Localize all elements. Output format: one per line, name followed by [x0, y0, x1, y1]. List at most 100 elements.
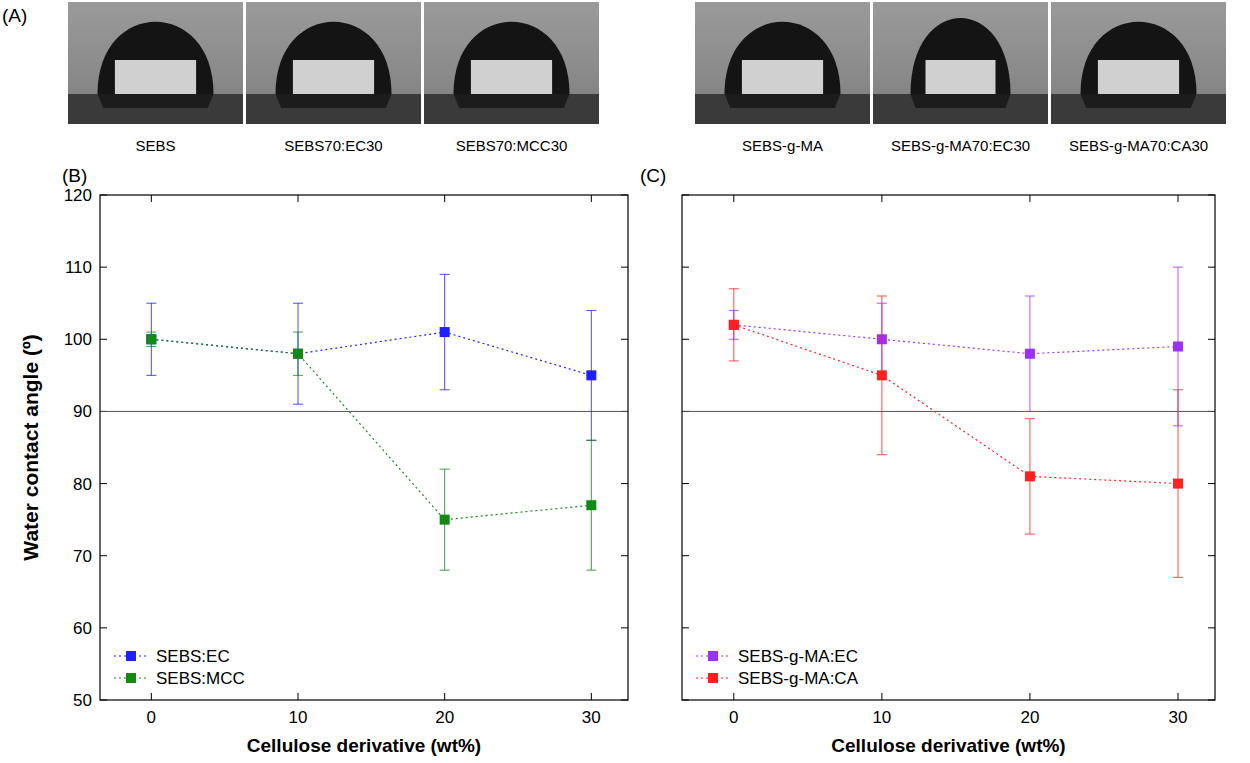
x-tick: [444, 693, 445, 700]
data-point: [729, 320, 739, 330]
photo-background: [695, 2, 870, 124]
photo-caption: SEBS-g-MA: [742, 137, 823, 154]
x-tick: [881, 195, 882, 202]
droplet-reflection: [911, 94, 1011, 108]
y-tick: [682, 627, 689, 628]
substrate: [1051, 94, 1226, 124]
x-tick: [298, 693, 299, 700]
figure: (A)SEBSSEBS70:EC30SEBS70:MCC30SEBS-g-MAS…: [0, 0, 1250, 763]
droplet-highlight: [115, 60, 196, 94]
droplet-photo: [68, 2, 243, 124]
y-tick-label: 50: [73, 691, 92, 710]
y-tick-label: 80: [73, 475, 92, 494]
error-bar: [1173, 390, 1183, 578]
data-point: [1173, 342, 1183, 352]
x-tick: [298, 195, 299, 202]
droplet-photo: [873, 2, 1048, 124]
x-tick-label: 10: [872, 708, 891, 727]
x-tick: [591, 195, 592, 202]
y-tick: [100, 627, 107, 628]
legend-marker: [708, 651, 718, 661]
photo-caption: SEBS-g-MA70:CA30: [1069, 137, 1208, 154]
y-tick: [621, 339, 628, 340]
plot-frame: [100, 195, 628, 700]
photo-caption: SEBS70:EC30: [284, 137, 382, 154]
y-tick-label: 100: [64, 330, 92, 349]
droplet-photo: [1051, 2, 1226, 124]
y-tick: [1208, 267, 1215, 268]
data-point: [1025, 471, 1035, 481]
error-bar: [293, 303, 303, 404]
substrate: [873, 94, 1048, 124]
data-point: [1173, 479, 1183, 489]
reference-line: [100, 411, 628, 412]
droplet-reflection: [276, 94, 392, 108]
photo-caption: SEBS-g-MA70:EC30: [891, 137, 1030, 154]
x-tick: [444, 195, 445, 202]
droplet-highlight: [293, 60, 374, 94]
droplet-highlight: [926, 60, 996, 94]
series-line: [734, 325, 1178, 354]
legend-label: SEBS-g-MA:EC: [738, 647, 858, 666]
data-point: [586, 500, 596, 510]
droplet-highlight: [1098, 60, 1179, 94]
series-line: [734, 325, 1178, 484]
photo-background: [424, 2, 599, 124]
data-point: [877, 370, 887, 380]
droplet: [1081, 22, 1197, 94]
y-tick: [621, 555, 628, 556]
droplet: [276, 22, 392, 94]
droplet: [454, 22, 570, 94]
panel-letter: (C): [640, 165, 666, 186]
y-tick: [621, 627, 628, 628]
series-line: [151, 332, 591, 375]
droplet-photo: [695, 2, 870, 124]
x-tick-label: 30: [582, 708, 601, 727]
photo-background: [873, 2, 1048, 124]
data-point: [729, 320, 739, 330]
panel-a: (A)SEBSSEBS70:EC30SEBS70:MCC30SEBS-g-MAS…: [2, 2, 1226, 154]
y-tick-label: 110: [65, 258, 92, 277]
photo-background: [68, 2, 243, 124]
y-tick: [100, 339, 107, 340]
y-tick: [621, 267, 628, 268]
series-line: [151, 339, 591, 519]
droplet-reflection: [725, 94, 841, 108]
x-tick: [733, 693, 734, 700]
x-axis-title: Cellulose derivative (wt%): [831, 735, 1065, 756]
chart-panel: (C)0102030Cellulose derivative (wt%)SEBS…: [640, 165, 1215, 756]
panel-letter: (B): [62, 165, 87, 186]
y-tick: [621, 483, 628, 484]
legend-label: SEBS-g-MA:CA: [738, 669, 859, 688]
error-bar: [146, 332, 156, 346]
x-tick: [733, 195, 734, 202]
error-bar: [586, 310, 596, 440]
x-tick: [151, 195, 152, 202]
y-tick: [1208, 627, 1215, 628]
legend: SEBS:ECSEBS:MCC: [114, 647, 245, 688]
data-point: [586, 370, 596, 380]
x-tick-label: 20: [1020, 708, 1039, 727]
plot-area: [100, 274, 628, 570]
y-tick-label: 70: [73, 547, 92, 566]
data-point: [1025, 349, 1035, 359]
y-axis-title: Water contact angle (º): [19, 334, 42, 560]
error-bar: [293, 332, 303, 375]
y-tick-label: 90: [73, 402, 92, 421]
x-tick: [151, 693, 152, 700]
data-point: [440, 327, 450, 337]
droplet: [98, 22, 214, 94]
data-point: [440, 515, 450, 525]
x-tick: [1029, 195, 1030, 202]
panel-letter: (A): [2, 5, 27, 26]
data-point: [293, 349, 303, 359]
droplet-reflection: [1081, 94, 1197, 108]
substrate: [695, 94, 870, 124]
x-tick-label: 0: [729, 708, 738, 727]
legend-marker: [126, 651, 136, 661]
photo-background: [246, 2, 421, 124]
y-tick: [1208, 555, 1215, 556]
error-bar: [586, 440, 596, 570]
y-tick: [682, 483, 689, 484]
y-tick: [682, 267, 689, 268]
